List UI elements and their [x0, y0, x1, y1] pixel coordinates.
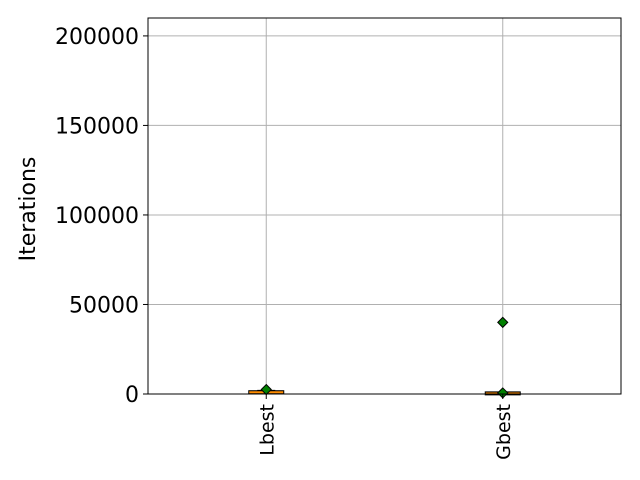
grid-layer	[148, 18, 621, 395]
y-tick-label: 0	[125, 383, 139, 408]
outlier-marker	[497, 316, 509, 329]
y-tick-label: 150000	[55, 114, 139, 139]
y-axis-label: Iterations	[16, 157, 41, 262]
y-tick-label: 50000	[69, 293, 139, 318]
y-axis: 0 50000 100000 150000 200000	[55, 25, 148, 408]
x-tick-label-gbest: Gbest	[493, 404, 515, 460]
y-tick-label: 100000	[55, 204, 139, 229]
x-axis: Lbest Gbest	[256, 394, 515, 460]
plot-frame	[147, 17, 622, 395]
box-lbest	[248, 383, 285, 396]
plot-layer	[248, 316, 521, 399]
x-tick-label-lbest: Lbest	[256, 404, 278, 456]
y-tick-label: 200000	[55, 25, 139, 50]
